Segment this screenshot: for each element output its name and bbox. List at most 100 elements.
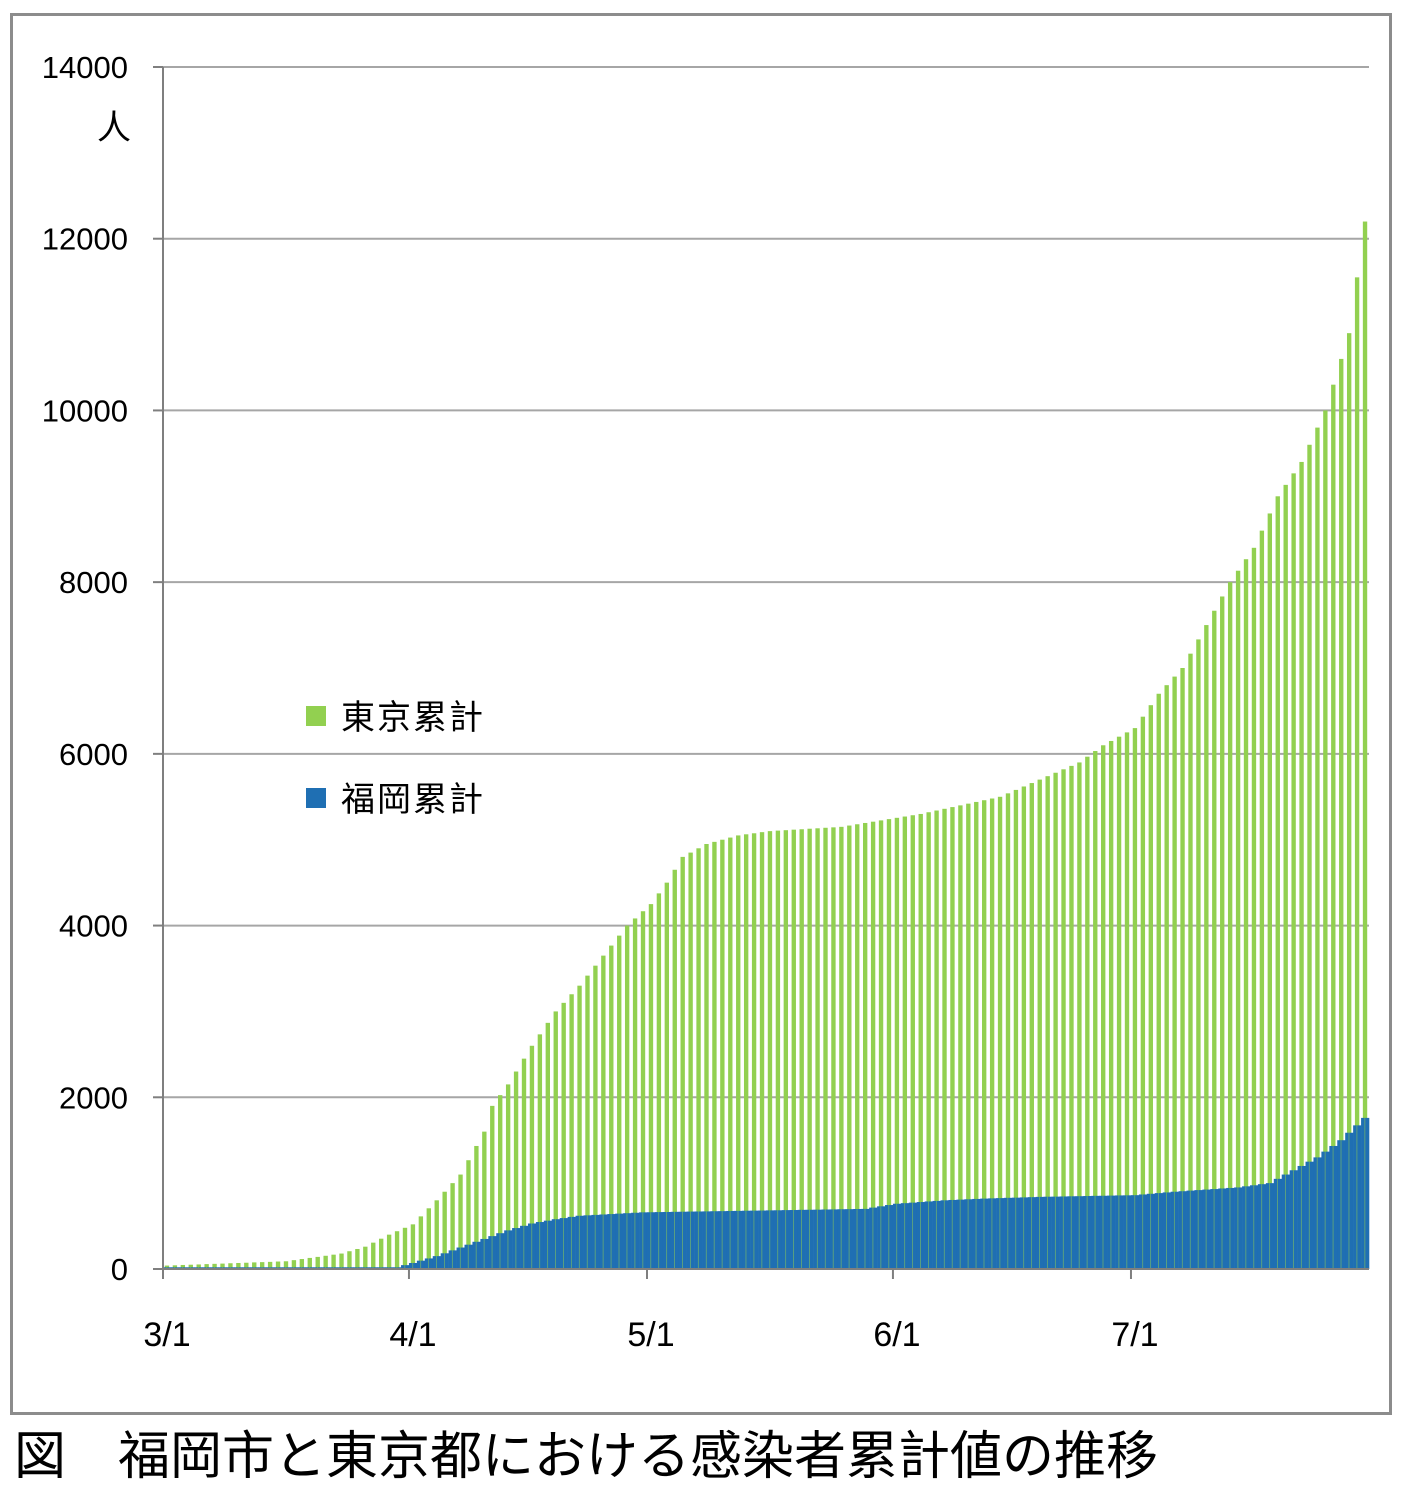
bar-overlap-stripe: [420, 1260, 422, 1269]
bar-tokyo: [283, 1261, 289, 1269]
bar-overlap-stripe: [1269, 1183, 1271, 1269]
bar-tokyo: [172, 1265, 178, 1269]
bar-overlap-stripe: [1158, 1193, 1159, 1269]
bar-overlap-stripe: [967, 1199, 969, 1269]
bar-tokyo: [1275, 496, 1280, 1269]
bar-overlap-stripe: [1047, 1196, 1048, 1269]
bar-tokyo: [371, 1242, 376, 1269]
bar-tokyo: [672, 869, 677, 1269]
bar-tokyo: [1354, 277, 1360, 1270]
y-tick-labels: 0 2000 4000 6000 8000 10000 12000 14000: [42, 50, 128, 1287]
bar-tokyo: [847, 825, 852, 1269]
bar-tokyo: [291, 1260, 297, 1269]
bar-tokyo: [609, 945, 614, 1269]
bar-overlap-stripe: [959, 1199, 961, 1269]
bar-tokyo: [180, 1264, 186, 1269]
bar-tokyo: [315, 1256, 320, 1269]
bar-overlap-stripe: [888, 1205, 890, 1269]
bar-tokyo: [236, 1262, 241, 1269]
bar-tokyo: [1045, 776, 1050, 1269]
bar-overlap-stripe: [872, 1207, 874, 1269]
bar-overlap-stripe: [729, 1210, 731, 1269]
bar-tokyo: [339, 1253, 344, 1269]
bar-overlap-stripe: [1173, 1191, 1175, 1269]
x-tick-label: 6/1: [873, 1316, 920, 1354]
bar-tokyo: [323, 1255, 328, 1269]
bar-overlap-stripe: [1166, 1192, 1167, 1269]
bar-tokyo: [212, 1263, 217, 1269]
bar-tokyo: [418, 1216, 424, 1269]
bar-tokyo: [862, 822, 868, 1269]
bar-overlap-stripe: [1126, 1195, 1128, 1269]
bar-tokyo: [505, 1084, 511, 1269]
bar-tokyo: [442, 1191, 447, 1269]
bar-overlap-stripe: [1039, 1196, 1040, 1269]
bar-tokyo: [299, 1259, 305, 1269]
bar-overlap-stripe: [1245, 1186, 1247, 1269]
bar-overlap-stripe: [618, 1213, 620, 1269]
bar-tokyo: [379, 1238, 384, 1269]
bar-overlap-stripe: [713, 1211, 715, 1269]
bar-overlap-stripe: [555, 1219, 556, 1269]
bar-overlap-stripe: [999, 1198, 1001, 1269]
bar-overlap-stripe: [943, 1200, 945, 1269]
bar-overlap-stripe: [793, 1210, 795, 1269]
bar-tokyo: [767, 831, 773, 1269]
bar-overlap-stripe: [1285, 1174, 1286, 1269]
legend-swatch-fukuoka: [306, 788, 326, 808]
bar-tokyo: [458, 1174, 463, 1269]
bar-tokyo: [1077, 762, 1082, 1269]
bar-overlap-stripe: [761, 1210, 763, 1269]
bar-tokyo: [1180, 668, 1185, 1269]
bar-tokyo: [680, 856, 685, 1269]
bar-overlap-stripe: [1031, 1197, 1033, 1269]
bar-overlap-stripe: [840, 1209, 842, 1269]
bar-tokyo: [656, 893, 662, 1269]
bar-overlap-stripe: [935, 1200, 937, 1269]
bar-overlap-stripe: [951, 1199, 953, 1269]
bar-overlap-stripe: [816, 1209, 818, 1269]
bar-overlap-stripe: [412, 1262, 414, 1269]
bar-overlap-stripe: [1054, 1196, 1056, 1269]
chart-plot: 0 2000 4000 6000 8000 10000 12000 14000 3/1 4/1 5…: [42, 50, 1370, 1354]
bar-overlap-stripe: [586, 1215, 588, 1269]
bar-tokyo: [783, 830, 789, 1269]
bar-tokyo: [220, 1263, 225, 1269]
bar-overlap-stripe: [1340, 1140, 1342, 1269]
bar-overlap-stripe: [1023, 1197, 1025, 1269]
bar-overlap-stripe: [483, 1238, 485, 1269]
bar-overlap-stripe: [808, 1209, 810, 1269]
bar-tokyo: [1029, 783, 1034, 1269]
bar-tokyo: [204, 1264, 209, 1269]
bar-tokyo: [1164, 685, 1169, 1269]
bar-tokyo: [188, 1264, 193, 1269]
bar-tokyo: [1053, 772, 1058, 1269]
bar-tokyo: [1196, 639, 1201, 1269]
bar-overlap-stripe: [602, 1214, 604, 1269]
bar-overlap-stripe: [983, 1198, 985, 1269]
y-tick-label: 0: [111, 1252, 128, 1287]
bar-overlap-stripe: [1316, 1157, 1318, 1269]
bar-overlap-stripe: [975, 1198, 977, 1269]
bar-overlap-stripe: [1356, 1125, 1358, 1269]
bar-overlap-stripe: [642, 1212, 644, 1269]
bar-overlap-stripe: [1102, 1195, 1104, 1269]
bar-tokyo: [1156, 693, 1161, 1269]
bar-overlap-stripe: [578, 1215, 580, 1269]
bar-tokyo: [1061, 769, 1066, 1269]
bar-tokyo: [1005, 793, 1011, 1269]
bar-overlap-stripe: [721, 1211, 723, 1269]
bar-overlap-stripe: [705, 1211, 707, 1269]
bar-overlap-stripe: [1261, 1184, 1263, 1269]
bar-overlap-stripe: [753, 1210, 755, 1269]
bar-overlap-stripe: [1150, 1193, 1152, 1269]
bar-tokyo: [982, 800, 987, 1269]
bar-tokyo: [482, 1131, 487, 1269]
bar-tokyo: [1132, 728, 1138, 1269]
bar-overlap-stripe: [531, 1223, 533, 1269]
bar-overlap-stripe: [785, 1210, 787, 1269]
bar-tokyo: [1021, 786, 1027, 1269]
bar-tokyo: [807, 828, 812, 1269]
bar-tokyo: [640, 911, 646, 1269]
bar-tokyo: [934, 810, 939, 1269]
